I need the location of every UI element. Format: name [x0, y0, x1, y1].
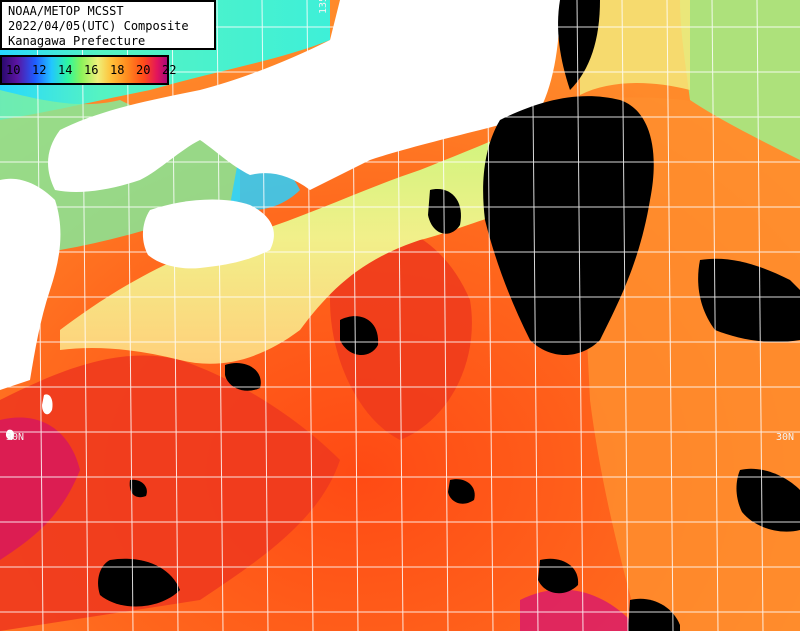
legend-tick: 20 — [136, 63, 151, 77]
meridian-line — [351, 0, 359, 631]
meridian-line — [36, 0, 44, 631]
meridian-line — [441, 0, 449, 631]
cloud-patch-3 — [225, 362, 261, 391]
longitude-label: 135 — [318, 0, 329, 14]
meridian-line — [306, 0, 314, 631]
title-line-region: Kanagawa Prefecture — [8, 34, 146, 48]
map-title-box: NOAA/METOP MCSST 2022/04/05(UTC) Composi… — [0, 0, 216, 50]
magenta-zone-west — [0, 417, 80, 560]
northeast-cool-waters — [680, 0, 800, 160]
meridian-line — [216, 0, 224, 631]
legend-tick: 14 — [58, 63, 73, 77]
cloud-patch-7 — [129, 479, 147, 498]
warm-core — [330, 222, 472, 440]
legend-tick: 10 — [6, 63, 21, 77]
temperature-color-legend: 10 12 14 16 18 20 22 — [0, 55, 176, 85]
meridian-line — [396, 0, 404, 631]
meridian-line — [531, 0, 539, 631]
legend-tick: 12 — [32, 63, 47, 77]
kyushu-landmass — [0, 178, 61, 390]
cloud-patch-9 — [628, 598, 680, 631]
meridian-line — [711, 0, 719, 631]
legend-tick: 22 — [162, 63, 177, 77]
cloud-mask-central — [483, 96, 654, 355]
east-coast-band — [580, 0, 690, 95]
latitude-label-east: 30N — [776, 432, 795, 443]
title-line-source: NOAA/METOP MCSST — [8, 4, 124, 18]
cloud-patch-2 — [340, 316, 379, 356]
latitude-label-west: 30N — [6, 432, 25, 443]
meridian-line — [81, 0, 89, 631]
legend-tick: 18 — [110, 63, 125, 77]
cloud-mask-north — [558, 0, 600, 90]
meridian-line — [486, 0, 494, 631]
meridian-line — [576, 0, 584, 631]
meridian-line — [126, 0, 134, 631]
shikoku-landmass — [142, 199, 274, 269]
cloud-patch-4 — [98, 558, 180, 607]
magenta-zone-south — [520, 589, 630, 631]
island-tanegashima — [42, 394, 53, 415]
cloud-mask-east — [698, 258, 800, 342]
cloud-patch-8 — [736, 468, 800, 532]
coastal-cool-band — [60, 110, 560, 364]
meridian-line — [261, 0, 269, 631]
meridian-line — [621, 0, 629, 631]
kuroshio-warm-zone — [0, 355, 340, 631]
legend-tick-labels: 10 12 14 16 18 20 22 — [6, 63, 188, 77]
meridian-line — [666, 0, 674, 631]
cloud-patch-6 — [448, 479, 475, 504]
honshu-landmass — [48, 0, 561, 192]
legend-tick: 16 — [84, 63, 99, 77]
meridian-line — [171, 0, 179, 631]
meridian-line — [756, 0, 764, 631]
title-line-date: 2022/04/05(UTC) Composite — [8, 19, 189, 33]
